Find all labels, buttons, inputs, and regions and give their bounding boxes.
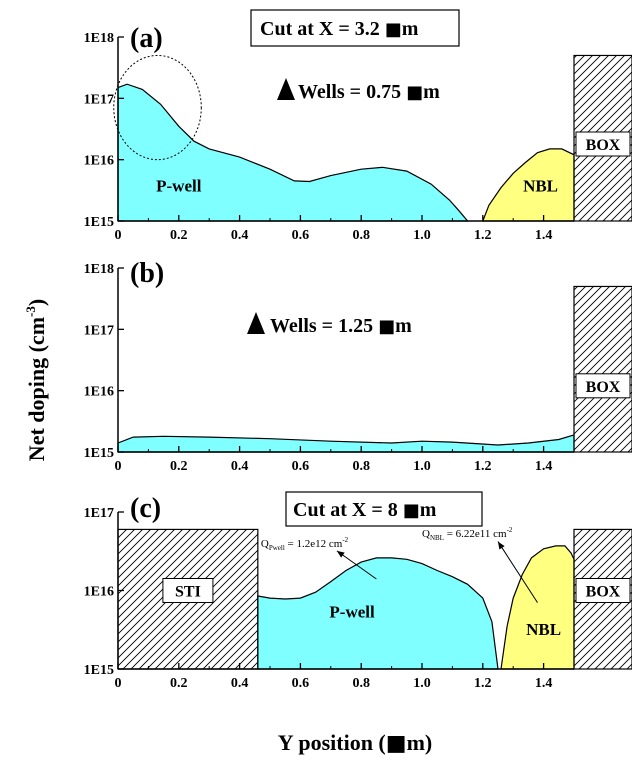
x-tick-label: 0.6 bbox=[292, 228, 310, 243]
region-label-nbl: NBL bbox=[523, 177, 558, 196]
mu-glyph: ■ bbox=[385, 19, 402, 40]
y-tick-label: 1E16 bbox=[84, 585, 114, 600]
y-tick-label: 1E15 bbox=[84, 446, 114, 461]
x-tick-label: 0.2 bbox=[170, 228, 188, 243]
label-box: BOX bbox=[586, 379, 621, 396]
panel-label: (a) bbox=[130, 23, 163, 54]
x-tick-label: 0.2 bbox=[170, 676, 188, 691]
label-box: BOX bbox=[586, 584, 621, 601]
cut-title: Cut at X = 3.2 ■m bbox=[260, 18, 419, 40]
x-tick-label: 1.2 bbox=[474, 228, 492, 243]
highlight-ellipse bbox=[113, 54, 202, 161]
y-tick-label: 1E18 bbox=[84, 262, 114, 277]
y-tick-label: 1E18 bbox=[84, 31, 114, 46]
arrow-head bbox=[498, 541, 505, 550]
y-tick-label: 1E17 bbox=[84, 506, 114, 521]
label-box-box bbox=[575, 373, 631, 399]
x-tick-label: 0.6 bbox=[292, 459, 310, 474]
region-nbl bbox=[500, 545, 575, 670]
mu-glyph: ■ bbox=[378, 316, 395, 337]
arrow-q-pwell bbox=[336, 550, 377, 580]
label-sti: STI bbox=[175, 584, 201, 601]
cut-title-box bbox=[285, 491, 483, 527]
x-tick-label: 0.8 bbox=[352, 676, 370, 691]
cut-title-box bbox=[250, 9, 460, 47]
arrow-head bbox=[336, 550, 345, 558]
x-tick-label: 1.2 bbox=[474, 459, 492, 474]
x-tick-label: 1.0 bbox=[413, 459, 431, 474]
x-tick-label: 0.4 bbox=[231, 228, 249, 243]
x-tick-label: 0 bbox=[115, 459, 122, 474]
panel-c: P-well NBL STI BOX 0 0.2 0.4 0.6 0.8 1.0 1.2 1.4 1E1… bbox=[84, 491, 632, 691]
charge-label-q-nbl: QNBL = 6.22e11 cm-2 bbox=[422, 526, 513, 542]
mu-glyph: ■ bbox=[406, 82, 423, 103]
x-tick-label: 0.2 bbox=[170, 459, 188, 474]
delta-icon bbox=[277, 78, 295, 100]
x-tick-label: 1.4 bbox=[535, 459, 553, 474]
x-tick-label: 1.2 bbox=[474, 676, 492, 691]
panel-label: (c) bbox=[130, 493, 161, 524]
wells-annotation: Wells = 0.75 ■m bbox=[298, 81, 440, 103]
region-p-well bbox=[257, 557, 499, 670]
y-tick-label: 1E15 bbox=[84, 663, 114, 678]
x-tick-label: 0.4 bbox=[231, 676, 249, 691]
x-axis-label: Y position (■m) bbox=[278, 730, 432, 756]
mu-glyph: ■ bbox=[386, 731, 407, 756]
x-tick-label: 0.8 bbox=[352, 228, 370, 243]
x-tick-label: 0.4 bbox=[231, 459, 249, 474]
x-tick-label: 1.0 bbox=[413, 676, 431, 691]
region-label-p-well: P-well bbox=[329, 603, 375, 622]
delta-icon bbox=[247, 312, 265, 334]
y-tick-label: 1E16 bbox=[84, 385, 114, 400]
label-box-sti bbox=[162, 578, 214, 603]
y-tick-label: 1E17 bbox=[84, 323, 114, 338]
wells-annotation: Wells = 1.25 ■m bbox=[270, 315, 412, 337]
panel-a: P-well NBL BOX 0 0.2 0.4 0.6 0.8 1.0 1.2 1.4 1E15 1E… bbox=[84, 9, 632, 243]
label-box: BOX bbox=[586, 137, 621, 154]
region-p-well bbox=[117, 83, 469, 222]
y-tick-label: 1E15 bbox=[84, 215, 114, 230]
panel-b: BOX 0 0.2 0.4 0.6 0.8 1.0 1.2 1.4 1E15 1E16 1E17 1E1… bbox=[84, 258, 632, 474]
x-tick-label: 1.4 bbox=[535, 228, 553, 243]
charge-label-q-pwell: QPwell = 1.2e12 cm-2 bbox=[261, 536, 349, 552]
x-tick-label: 1.4 bbox=[535, 676, 553, 691]
region-label-nbl: NBL bbox=[526, 620, 561, 639]
cut-title: Cut at X = 8 ■m bbox=[293, 499, 437, 521]
region-label-p-well: P-well bbox=[156, 177, 202, 196]
hatched-box bbox=[573, 285, 632, 453]
panel-label: (b) bbox=[130, 258, 164, 289]
label-box-box bbox=[575, 578, 631, 603]
region-p-well bbox=[117, 434, 575, 453]
x-tick-label: 0 bbox=[115, 676, 122, 691]
label-box-box bbox=[575, 131, 631, 157]
y-axis-label: Net doping (cm-3) bbox=[23, 299, 49, 461]
y-tick-label: 1E17 bbox=[84, 92, 114, 107]
x-tick-label: 1.0 bbox=[413, 228, 431, 243]
y-tick-label: 1E16 bbox=[84, 154, 114, 169]
x-tick-label: 0.8 bbox=[352, 459, 370, 474]
x-tick-label: 0 bbox=[115, 228, 122, 243]
arrow-q-nbl bbox=[497, 541, 538, 603]
x-tick-label: 0.6 bbox=[292, 676, 310, 691]
mu-glyph: ■ bbox=[403, 500, 420, 521]
